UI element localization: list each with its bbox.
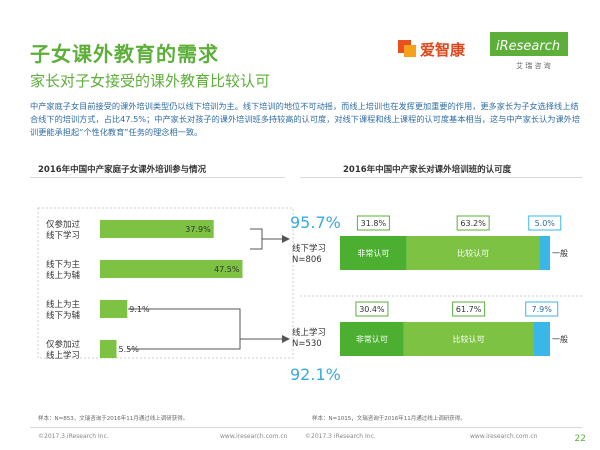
left-chart-frame [37,207,294,359]
segment-label: 一般 [552,334,568,344]
bar [100,260,243,278]
value-callout-box [456,215,490,231]
bar-category-label: 线下为辅 [46,310,81,321]
bar-category-label: 线上为辅 [46,270,81,281]
right-chart-title: 2016年中国中产家长对课外培训班的认可度 [343,165,512,175]
right-title-rule [300,177,582,178]
bar-category-label: 仅参加过 [46,339,81,350]
value-callout-label: 7.9% [532,305,553,314]
segment-label: 比较认可 [453,334,485,344]
value-callout-label: 30.4% [359,305,385,314]
bar-category-label: 仅参加过 [46,219,81,230]
bar-category-label: 线下学习 [46,230,80,241]
bar-category-label: 线上学习 [46,350,80,361]
bracket-top [250,228,263,250]
segment-label: 非常认可 [357,248,389,258]
description-text: 中产家庭子女目前接受的课外培训类型仍以线下培训为主。线下培训的地位不可动摇，而线… [30,101,581,137]
page-subtitle: 家长对子女接受的课外教育比较认可 [30,72,271,90]
stacked-segment [403,322,534,356]
left-title-rule [30,177,285,178]
brand2-sub: 艾 瑞 咨 询 [516,61,551,70]
footer-left-url[interactable]: www.iresearch.com.cn [220,433,288,440]
value-callout-label: 31.8% [361,219,387,228]
value-callout-label: 61.7% [456,305,482,314]
bar-category-label: 线上为主 [46,299,81,310]
segment-label: 一般 [552,248,568,258]
segment-label: 比较认可 [457,248,489,258]
left-footnote: 样本：N=853，文瑞咨询于2016年11月通过线上调研获得。 [38,416,189,422]
group-n: N=530 [292,339,322,349]
brand-logos: 爱智康 iResearch 艾 瑞 咨 询 [392,30,572,74]
bar-value-label: 47.5% [214,265,240,274]
arrow-bottom-icon [282,335,290,343]
left-chart-title: 2016年中国中产家庭子女课外培训参与情况 [38,165,207,175]
footer-right-url[interactable]: www.iresearch.com.cn [470,433,538,440]
group-name: 线上学习 [292,327,326,338]
bar [100,340,117,358]
value-callout-box [525,301,559,317]
bar-category-label: 线下为主 [46,259,81,270]
value-callout-box [356,215,390,231]
group-total: 95.7% [290,213,341,232]
group-n: N=806 [292,255,322,265]
value-callout-label: 5.0% [535,219,556,228]
stacked-segment [406,236,540,270]
page-title: 子女课外教育的需求 [30,42,219,66]
brand-logo-svg: 爱智康 iResearch 艾 瑞 咨 询 [398,32,568,70]
footer-rule [30,427,582,428]
page-number: 22 [574,434,586,444]
footer-left: ©2017.3 iResearch Inc. [38,433,109,440]
segment-label: 非常认可 [356,334,388,344]
value-callout-label: 63.2% [460,219,486,228]
footer-mid: ©2017.3 iResearch Inc. [305,433,376,440]
brand-name: 爱智康 [420,41,466,59]
iresearch-logo-bg [490,32,568,56]
stacked-segment [340,236,407,270]
arrow-top-icon [282,235,290,243]
value-callout-box [355,301,389,317]
bar [100,300,128,318]
right-footnote: 样本：N=1015，文瑞咨询于2016年11月通过线上调研获得。 [312,416,466,422]
group-name: 线下学习 [292,243,326,254]
bar [100,220,214,238]
stacked-segment [340,322,404,356]
value-callout-box [452,301,486,317]
bar-value-label: 37.9% [185,225,211,234]
value-callout-box [528,215,562,231]
stacked-segment [539,236,550,270]
brand2-name: iResearch [496,39,560,54]
bracket-bottom [128,308,241,350]
group-total: 92.1% [290,365,341,384]
stacked-segment [533,322,550,356]
aizhikang-logo-icon [398,40,416,57]
